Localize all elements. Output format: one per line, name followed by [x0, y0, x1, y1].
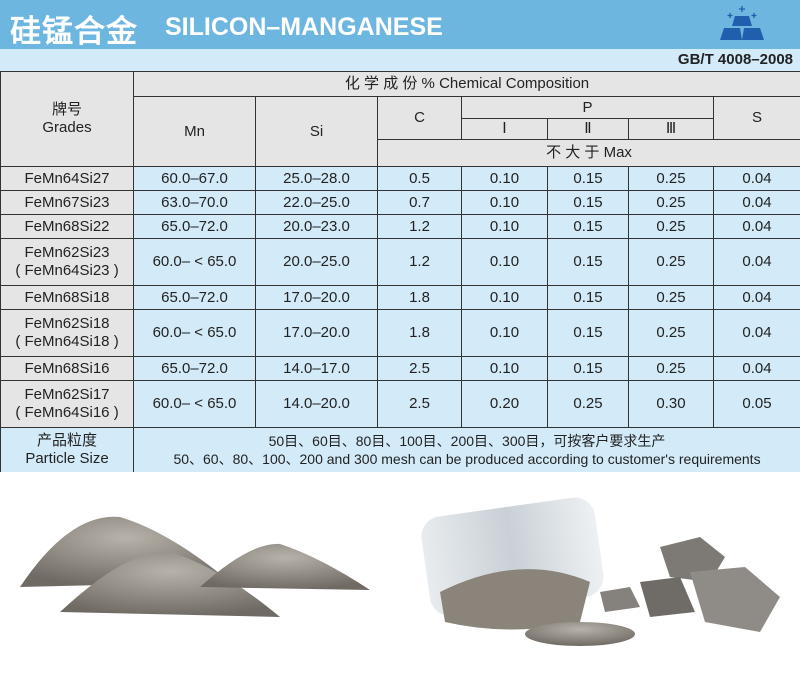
s-cell: 0.04	[714, 215, 800, 239]
p3-cell: 0.25	[629, 215, 714, 239]
p1-cell: 0.10	[462, 286, 548, 310]
p2-cell: 0.15	[548, 357, 629, 381]
mn-cell: 60.0–67.0	[134, 167, 256, 191]
p3-cell: 0.25	[629, 167, 714, 191]
mn-cell: 65.0–72.0	[134, 215, 256, 239]
grade-cell: FeMn67Si23	[1, 191, 134, 215]
s-cell: 0.04	[714, 286, 800, 310]
s-cell: 0.04	[714, 357, 800, 381]
p3-cell: 0.25	[629, 191, 714, 215]
standard-band: GB/T 4008–2008	[0, 49, 800, 71]
p1-cell: 0.10	[462, 167, 548, 191]
p2-cell: 0.15	[548, 191, 629, 215]
mn-header: Mn	[134, 97, 256, 167]
si-cell: 25.0–28.0	[256, 167, 378, 191]
p-header: P	[462, 97, 714, 119]
mn-cell: 60.0– < 65.0	[134, 310, 256, 357]
mn-cell: 60.0– < 65.0	[134, 381, 256, 428]
p1-cell: 0.10	[462, 357, 548, 381]
grade-cell: FeMn62Si18( FeMn64Si18 )	[1, 310, 134, 357]
s-cell: 0.04	[714, 239, 800, 286]
rock	[600, 587, 640, 612]
mn-cell: 60.0– < 65.0	[134, 239, 256, 286]
p1-cell: 0.10	[462, 239, 548, 286]
s-cell: 0.04	[714, 191, 800, 215]
s-cell: 0.05	[714, 381, 800, 428]
p2-cell: 0.15	[548, 239, 629, 286]
p3-cell: 0.25	[629, 310, 714, 357]
c-cell: 2.5	[378, 357, 462, 381]
si-cell: 14.0–20.0	[256, 381, 378, 428]
grade-cell: FeMn64Si27	[1, 167, 134, 191]
grade-cell: FeMn62Si17( FeMn64Si16 )	[1, 381, 134, 428]
p2-cell: 0.15	[548, 286, 629, 310]
c-cell: 0.5	[378, 167, 462, 191]
p3-cell: 0.25	[629, 239, 714, 286]
p2-cell: 0.15	[548, 215, 629, 239]
title-banner: 硅锰合金 SILICON–MANGANESE	[0, 0, 800, 49]
title-cn: 硅锰合金	[10, 6, 138, 51]
c-cell: 1.2	[378, 215, 462, 239]
si-cell: 17.0–20.0	[256, 286, 378, 310]
p2-cell: 0.15	[548, 167, 629, 191]
si-header: Si	[256, 97, 378, 167]
c-cell: 1.8	[378, 286, 462, 310]
si-cell: 20.0–23.0	[256, 215, 378, 239]
p2-cell: 0.25	[548, 381, 629, 428]
c-header: C	[378, 97, 462, 140]
rock	[640, 577, 695, 617]
p3-cell: 0.30	[629, 381, 714, 428]
c-cell: 0.7	[378, 191, 462, 215]
standard-code: GB/T 4008–2008	[678, 51, 793, 68]
si-cell: 20.0–25.0	[256, 239, 378, 286]
p1-cell: 0.10	[462, 215, 548, 239]
max-header: 不 大 于 Max	[378, 140, 800, 167]
c-cell: 1.8	[378, 310, 462, 357]
p1-cell: 0.10	[462, 191, 548, 215]
si-cell: 17.0–20.0	[256, 310, 378, 357]
metal-ingots-icon	[718, 6, 766, 42]
composition-header: 化 学 成 份 % Chemical Composition	[134, 72, 800, 97]
p1-cell: 0.20	[462, 381, 548, 428]
p3-header: Ⅲ	[629, 119, 714, 140]
powder-pile	[200, 544, 370, 590]
p3-cell: 0.25	[629, 286, 714, 310]
s-cell: 0.04	[714, 167, 800, 191]
s-header: S	[714, 97, 800, 140]
product-image	[0, 472, 800, 669]
p2-header: Ⅱ	[548, 119, 629, 140]
mn-cell: 65.0–72.0	[134, 286, 256, 310]
p3-cell: 0.25	[629, 357, 714, 381]
grade-cell: FeMn68Si16	[1, 357, 134, 381]
si-cell: 14.0–17.0	[256, 357, 378, 381]
mn-cell: 65.0–72.0	[134, 357, 256, 381]
grade-cell: FeMn62Si23( FeMn64Si23 )	[1, 239, 134, 286]
p2-cell: 0.15	[548, 310, 629, 357]
si-cell: 22.0–25.0	[256, 191, 378, 215]
c-cell: 1.2	[378, 239, 462, 286]
p1-cell: 0.10	[462, 310, 548, 357]
grade-cell: FeMn68Si22	[1, 215, 134, 239]
grade-cell: FeMn68Si18	[1, 286, 134, 310]
mn-cell: 63.0–70.0	[134, 191, 256, 215]
c-cell: 2.5	[378, 381, 462, 428]
p1-header: Ⅰ	[462, 119, 548, 140]
s-cell: 0.04	[714, 310, 800, 357]
title-en: SILICON–MANGANESE	[165, 13, 443, 42]
rock	[690, 567, 780, 632]
product-photos	[0, 472, 800, 669]
